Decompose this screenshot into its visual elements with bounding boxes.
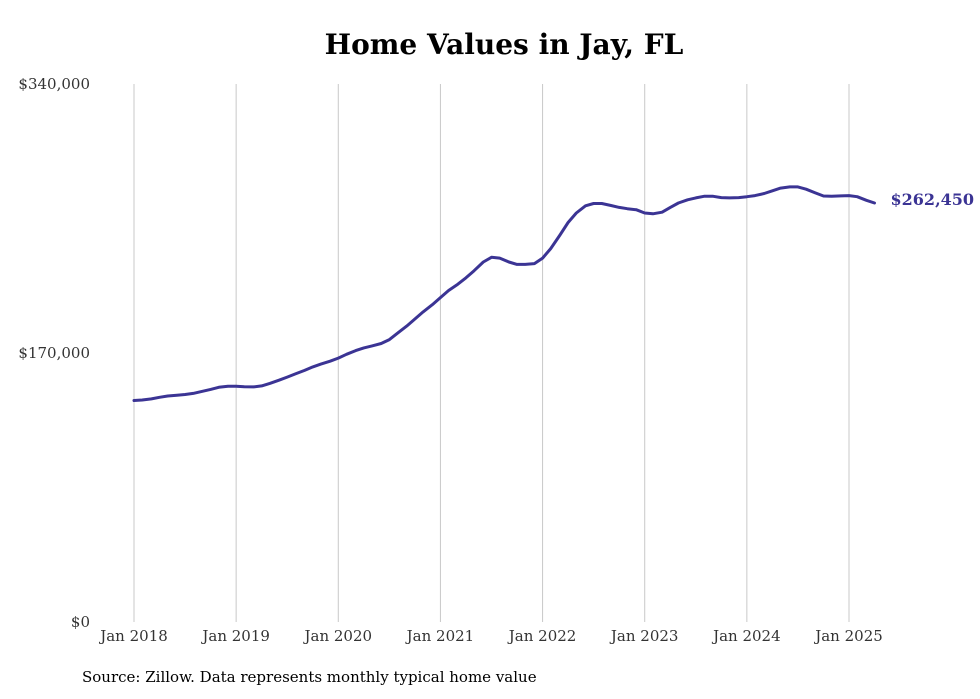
y-tick-label: $0 bbox=[71, 613, 90, 631]
x-tick-label: Jan 2021 bbox=[405, 627, 475, 645]
source-note: Source: Zillow. Data represents monthly … bbox=[82, 668, 537, 686]
x-tick-label: Jan 2023 bbox=[609, 627, 679, 645]
series-end-label: $262,450 bbox=[891, 190, 975, 209]
y-tick-label: $170,000 bbox=[18, 344, 90, 362]
x-tick-label: Jan 2020 bbox=[303, 627, 373, 645]
x-tick-label: Jan 2024 bbox=[711, 627, 781, 645]
x-tick-label: Jan 2018 bbox=[98, 627, 168, 645]
series-line bbox=[132, 185, 876, 402]
x-tick-label: Jan 2022 bbox=[507, 627, 577, 645]
chart-title: Home Values in Jay, FL bbox=[324, 28, 684, 61]
x-tick-label: Jan 2019 bbox=[200, 627, 270, 645]
x-tick-label: Jan 2025 bbox=[813, 627, 883, 645]
y-tick-label: $340,000 bbox=[18, 75, 90, 93]
